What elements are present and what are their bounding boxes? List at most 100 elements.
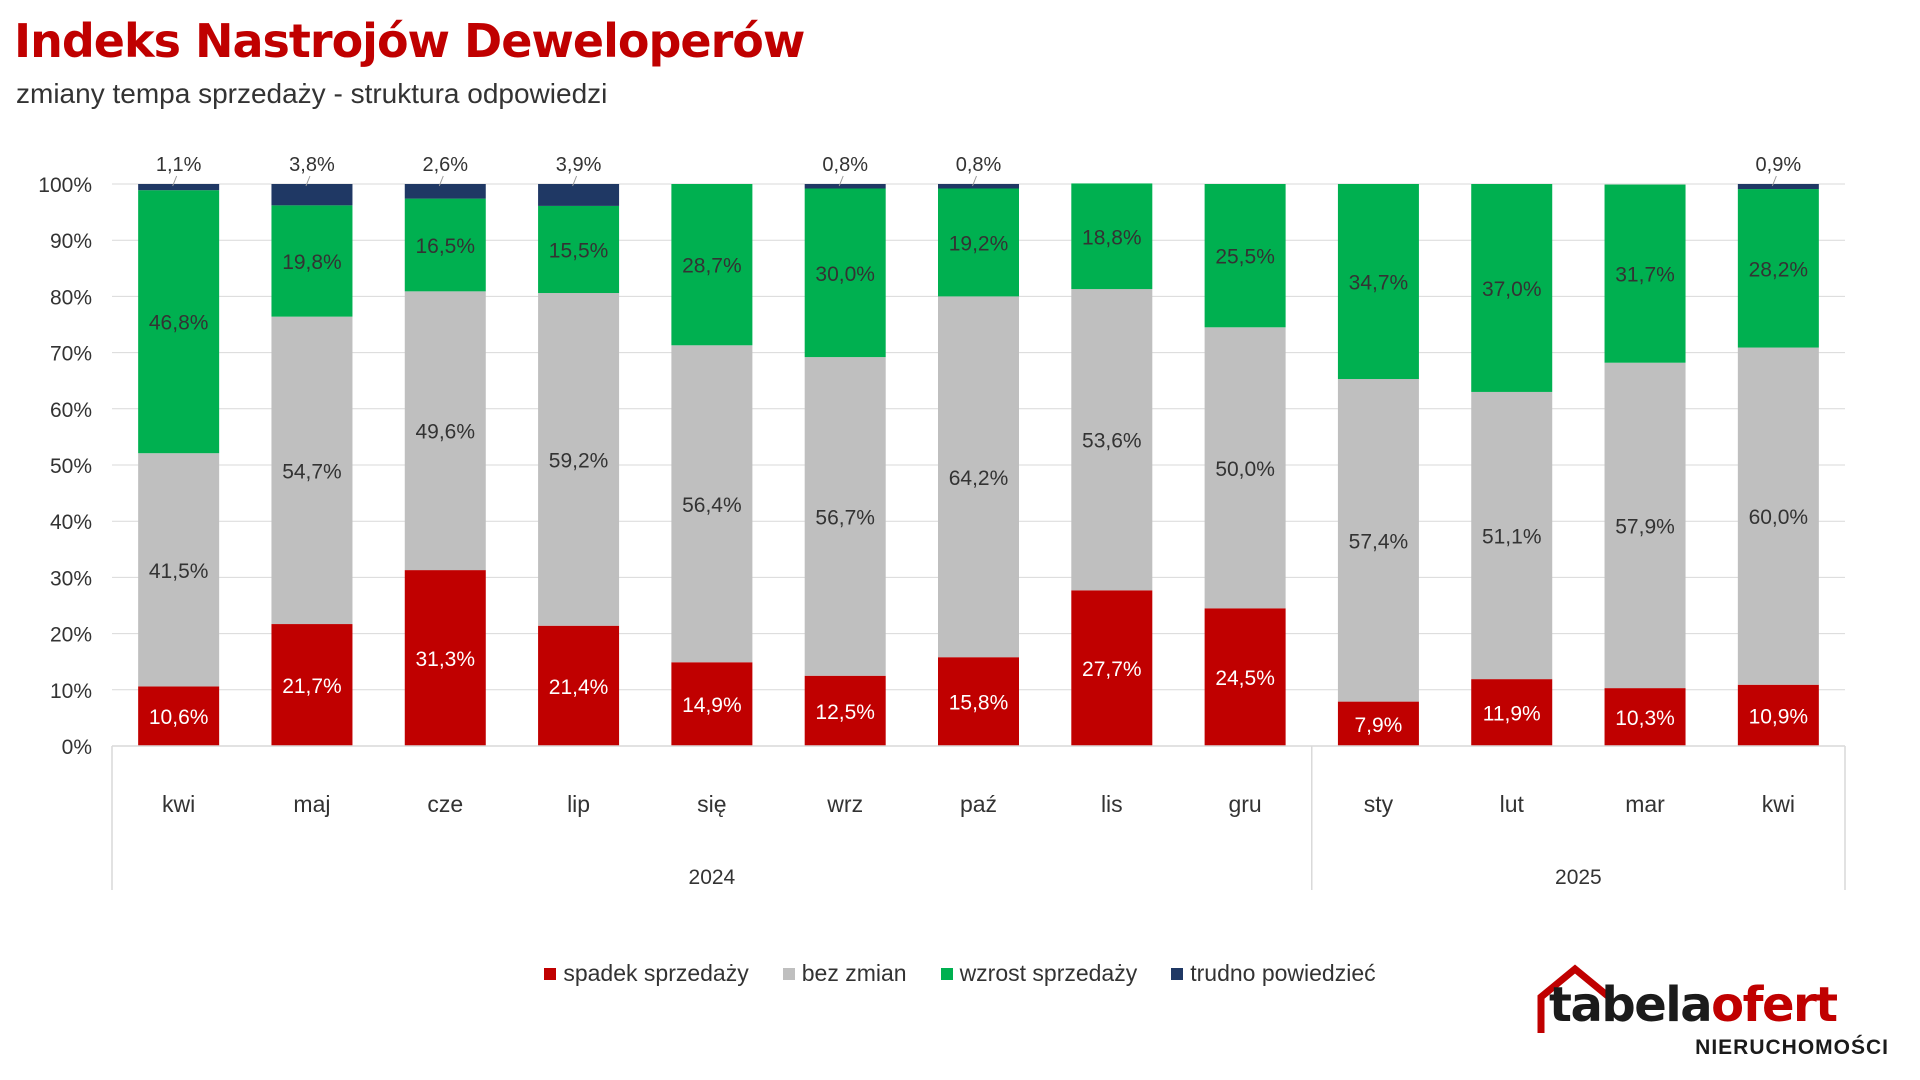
y-tick-label: 80% [50,286,92,309]
x-tick-label: wrz [826,791,863,817]
y-tick-label: 60% [50,399,92,422]
logo-wordmark: tabelaofert [1549,977,1838,1033]
legend-swatch-wzrost [940,967,953,980]
bar-segment-trudno [938,184,1019,189]
bar-segment-spadek [138,686,220,746]
data-label: 25,5% [1215,246,1275,269]
bar-segment-bez-zmian [404,291,486,571]
bar-segment-spadek [1737,684,1819,746]
legend-label-spadek: spadek sprzedaży [563,960,749,986]
data-label-trudno: 3,8% [289,154,335,176]
chart-subtitle: zmiany tempa sprzedaży - struktura odpow… [16,78,608,109]
data-label: 21,7% [282,675,342,698]
data-label: 49,6% [415,421,475,444]
bar-segment-wzrost [1071,183,1153,290]
bar-segment-wzrost [671,184,753,346]
data-label: 18,8% [1082,226,1142,249]
x-tick-label: paź [960,791,997,817]
bar-segment-wzrost [1471,184,1553,392]
tabelaofert-logo: tabelaofert NIERUCHOMOŚCI [1535,963,1895,1063]
bar-segment-bez-zmian [538,293,620,626]
x-tick-label: się [697,791,726,817]
bar-segment-spadek [1604,688,1686,746]
data-label: 7,9% [1354,714,1402,737]
data-label: 54,7% [282,460,342,483]
data-label: 56,7% [815,506,875,529]
bar-segment-wzrost [804,188,886,358]
bar-segment-bez-zmian [804,357,886,676]
data-label: 28,2% [1749,258,1809,281]
bar-segment-bez-zmian [1204,327,1286,609]
data-label: 12,5% [815,701,875,724]
x-tick-label: cze [427,791,463,817]
legend-swatch-spadek [544,967,557,980]
data-label: 19,2% [949,232,1009,255]
logo-subtitle: NIERUCHOMOŚCI [1695,1036,1889,1059]
data-label: 46,8% [149,312,209,335]
bar-segment-trudno [404,184,486,199]
x-tick-label: kwi [1762,791,1795,817]
data-label: 37,0% [1482,278,1542,301]
x-tick-label: mar [1625,791,1665,817]
bar-segment-bez-zmian [1737,347,1819,685]
data-label: 53,6% [1082,430,1142,453]
data-label: 34,7% [1349,272,1409,295]
bar-segment-wzrost [938,188,1019,297]
y-tick-label: 100% [38,174,92,197]
data-label: 64,2% [949,467,1009,490]
chart-title: Indeks Nastrojów Deweloperów [14,14,805,68]
y-tick-label: 20% [50,624,92,647]
data-label-trudno: 1,1% [156,154,202,176]
data-label: 15,8% [949,692,1009,715]
bar-segment-trudno [538,184,620,206]
x-tick-label: kwi [162,791,195,817]
y-tick-label: 30% [50,567,92,590]
bar-segment-spadek [538,625,620,746]
leader-line [305,175,311,187]
bar-segment-spadek [671,662,753,746]
legend-swatch-trudno [1171,967,1184,980]
bar-segment-wzrost [138,190,220,454]
y-tick-label: 10% [50,680,92,703]
bar-segment-wzrost [404,198,486,292]
legend-label-trudno: trudno powiedzieć [1190,960,1376,986]
x-tick-label: lut [1500,791,1525,817]
legend-item-spadek: spadek sprzedaży [544,960,749,987]
data-label: 56,4% [682,494,742,517]
bar-segment-bez-zmian [938,296,1019,658]
bar-segment-spadek [938,657,1019,746]
data-label: 14,9% [682,694,742,717]
leader-line [1771,175,1777,187]
data-label-trudno: 0,9% [1756,154,1802,176]
bar-segment-trudno [1737,184,1819,190]
data-label: 57,9% [1615,515,1675,538]
logo-wordmark-part1: tabela [1549,977,1713,1033]
data-label: 21,4% [549,676,609,699]
bar-segment-spadek [1337,701,1419,746]
y-tick-label: 70% [50,343,92,366]
leader-line [972,175,977,187]
bar-segment-spadek [1204,608,1286,746]
data-label-trudno: 0,8% [956,154,1002,176]
data-label: 30,0% [815,263,875,286]
bar-segment-wzrost [1337,184,1419,380]
bar-segment-wzrost [538,205,620,294]
legend-item-bez-zmian: bez zmian [782,960,907,987]
logo-wordmark-part2: ofert [1711,977,1838,1033]
x-group-label: 2025 [1555,866,1602,889]
data-label: 50,0% [1215,458,1275,481]
bar-segment-bez-zmian [671,345,753,663]
legend-swatch-bez-zmian [782,967,795,980]
bar-segment-wzrost [1204,184,1286,328]
x-tick-label: gru [1228,791,1261,817]
data-label: 19,8% [282,251,342,274]
data-label-trudno: 3,9% [556,154,602,176]
bar-segment-spadek [404,570,486,746]
x-tick-label: lis [1101,791,1123,817]
x-tick-label: sty [1364,791,1394,817]
data-label: 16,5% [415,235,475,258]
bar-segment-spadek [1071,590,1153,746]
legend-item-wzrost: wzrost sprzedaży [940,960,1137,987]
y-tick-label: 40% [50,511,92,534]
bar-segment-spadek [804,675,886,746]
